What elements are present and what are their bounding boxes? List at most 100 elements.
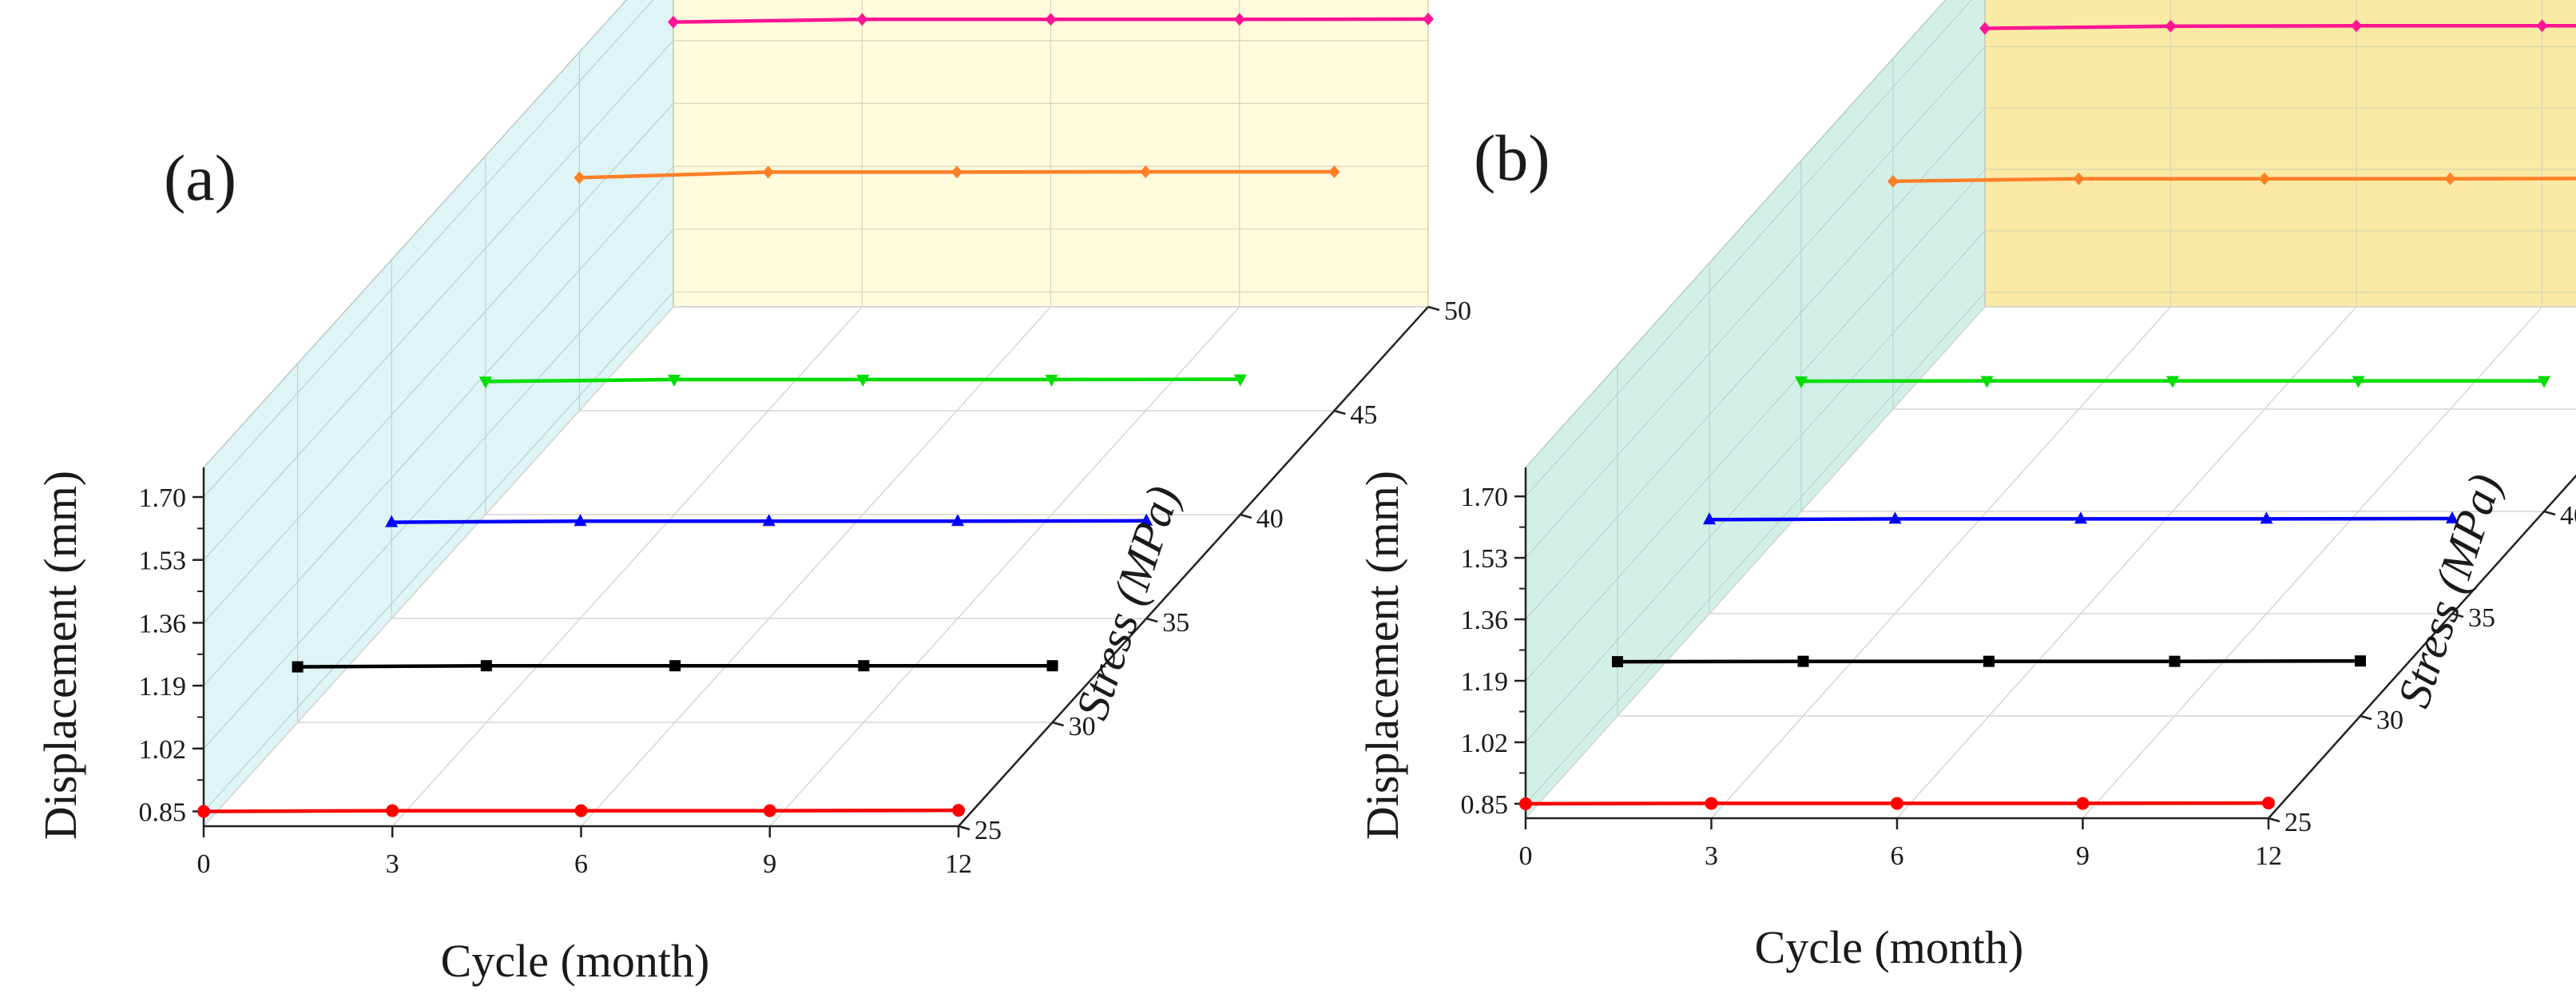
y-tick-label-5: 1.70 — [1461, 483, 1509, 512]
floor-grid-x-4 — [2268, 475, 2576, 819]
series-3-point-3 — [2352, 376, 2365, 388]
series-1-point-0 — [1612, 656, 1623, 668]
series-1-point-1 — [1797, 655, 1809, 667]
x-axis-title: Cycle (month) — [441, 935, 710, 987]
floor-grid-x-3 — [769, 306, 1240, 827]
series-0-point-4 — [2262, 796, 2275, 809]
panel-label: (b) — [1474, 121, 1550, 194]
floor-grid-x-2 — [1896, 306, 2357, 819]
x-tick-label-2: 6 — [1891, 841, 1904, 871]
z-tick-3 — [2543, 510, 2556, 516]
series-0-point-1 — [386, 804, 399, 817]
z-axis-title: Stress (MPa) — [2387, 467, 2511, 714]
series-4-point-3 — [1140, 165, 1152, 178]
series-1-point-2 — [669, 660, 681, 672]
floor-grid-x-0 — [1525, 306, 1986, 819]
x-axis-title: Cycle (month) — [1755, 921, 2024, 973]
series-2-point-1 — [1888, 511, 1902, 524]
side-grid-y-4 — [203, 40, 674, 561]
series-1-point-1 — [480, 660, 492, 672]
z-tick-5 — [1427, 305, 1440, 312]
series-3-point-1 — [1980, 376, 1994, 388]
series-0-point-4 — [952, 804, 965, 817]
z-tick-label-0: 25 — [2284, 808, 2312, 837]
series-0-point-3 — [2076, 797, 2090, 810]
x-tick-label-0: 0 — [1519, 841, 1533, 871]
series-5-point-0 — [668, 15, 679, 29]
y-tick-label-2: 1.19 — [139, 672, 187, 702]
z-axis — [958, 306, 1429, 827]
y-axis-title: Displacement (mm) — [1356, 471, 1408, 840]
side-grid-y-1 — [203, 229, 674, 750]
series-2-point-3 — [2260, 511, 2273, 524]
y-tick-label-3: 1.36 — [1461, 606, 1509, 635]
z-tick-4 — [1334, 409, 1346, 416]
z-tick-2 — [2451, 612, 2464, 618]
side-grid-y-3 — [203, 103, 674, 623]
y-tick-label-0: 0.85 — [139, 797, 187, 827]
z-tick-label-1: 30 — [1069, 712, 1096, 742]
floor-grid-x-2 — [580, 306, 1052, 827]
series-0-point-0 — [197, 805, 210, 818]
z-axis-title-unit: (MPa) — [2424, 467, 2511, 598]
series-0-point-1 — [1705, 797, 1718, 810]
z-axis-title: Stress (MPa) — [1066, 479, 1189, 726]
y-tick-label-1: 1.02 — [139, 735, 187, 765]
x-tick-label-2: 6 — [574, 849, 588, 879]
z-tick-1 — [1052, 721, 1064, 727]
z-tick-label-1: 30 — [2376, 706, 2403, 735]
side-grid-y-1 — [1525, 230, 1986, 743]
floor-grid-x-1 — [391, 306, 863, 827]
side-grid-y-2 — [1525, 169, 1986, 682]
series-5-point-2 — [2351, 19, 2362, 33]
z-axis-title-unit: (MPa) — [1102, 479, 1189, 610]
side-grid-y-3 — [1525, 107, 1986, 620]
series-5-point-1 — [2165, 19, 2177, 33]
x-tick-label-4: 12 — [945, 849, 972, 879]
series-3-point-2 — [2166, 376, 2179, 388]
series-2-point-1 — [574, 514, 587, 527]
z-tick-label-0: 25 — [974, 816, 1002, 845]
series-2-point-2 — [762, 514, 776, 527]
panel-b: 0369120.851.021.191.361.531.702530354045… — [1356, 0, 2576, 973]
series-4-point-0 — [574, 171, 585, 185]
series-2-point-0 — [385, 515, 399, 527]
panel-label: (a) — [164, 141, 236, 214]
series-3-point-2 — [856, 375, 870, 387]
z-tick-label-5: 50 — [1444, 296, 1471, 326]
z-tick-1 — [2360, 714, 2372, 721]
side-grid-y-0 — [1525, 292, 1986, 805]
x-tick-label-1: 3 — [386, 849, 399, 879]
series-5-point-1 — [856, 13, 868, 26]
x-tick-label-4: 12 — [2255, 841, 2282, 871]
series-0-point-2 — [1891, 797, 1903, 810]
series-3-point-4 — [2538, 376, 2550, 388]
series-1-point-4 — [1046, 660, 1058, 672]
side-grid-y-5 — [1525, 0, 1972, 497]
z-axis-title-main: Stress — [1066, 594, 1152, 726]
series-2-point-4 — [1140, 513, 1153, 526]
y-tick-label-4: 1.53 — [1461, 544, 1509, 574]
z-tick-label-4: 45 — [1350, 400, 1377, 430]
x-tick-label-0: 0 — [197, 849, 211, 879]
z-tick-label-3: 40 — [2560, 501, 2576, 531]
floor-grid-x-3 — [2082, 306, 2543, 819]
z-tick-0 — [958, 825, 970, 831]
series-3-point-3 — [1045, 375, 1058, 387]
series-4-point-0 — [1887, 174, 1899, 188]
series-1-point-0 — [292, 661, 304, 673]
series-4-point-3 — [2444, 172, 2456, 185]
z-axis — [2268, 474, 2576, 819]
z-tick-3 — [1240, 513, 1252, 519]
series-5-point-2 — [1045, 13, 1057, 26]
series-1-point-3 — [2169, 655, 2181, 667]
y-axis-title: Displacement (mm) — [34, 471, 86, 840]
series-1-point-4 — [2355, 655, 2366, 667]
series-0-point-2 — [574, 804, 588, 817]
panel-a: 0 3 6 9 12 0.85 1.02 1.19 1.36 1.53 1.70 25 30 35 40 45… — [34, 0, 1471, 987]
series-4-point-2 — [2259, 172, 2270, 185]
z-tick-label-2: 35 — [1162, 608, 1189, 638]
series-2-point-4 — [2446, 511, 2459, 523]
y-tick-label-3: 1.36 — [139, 609, 187, 638]
